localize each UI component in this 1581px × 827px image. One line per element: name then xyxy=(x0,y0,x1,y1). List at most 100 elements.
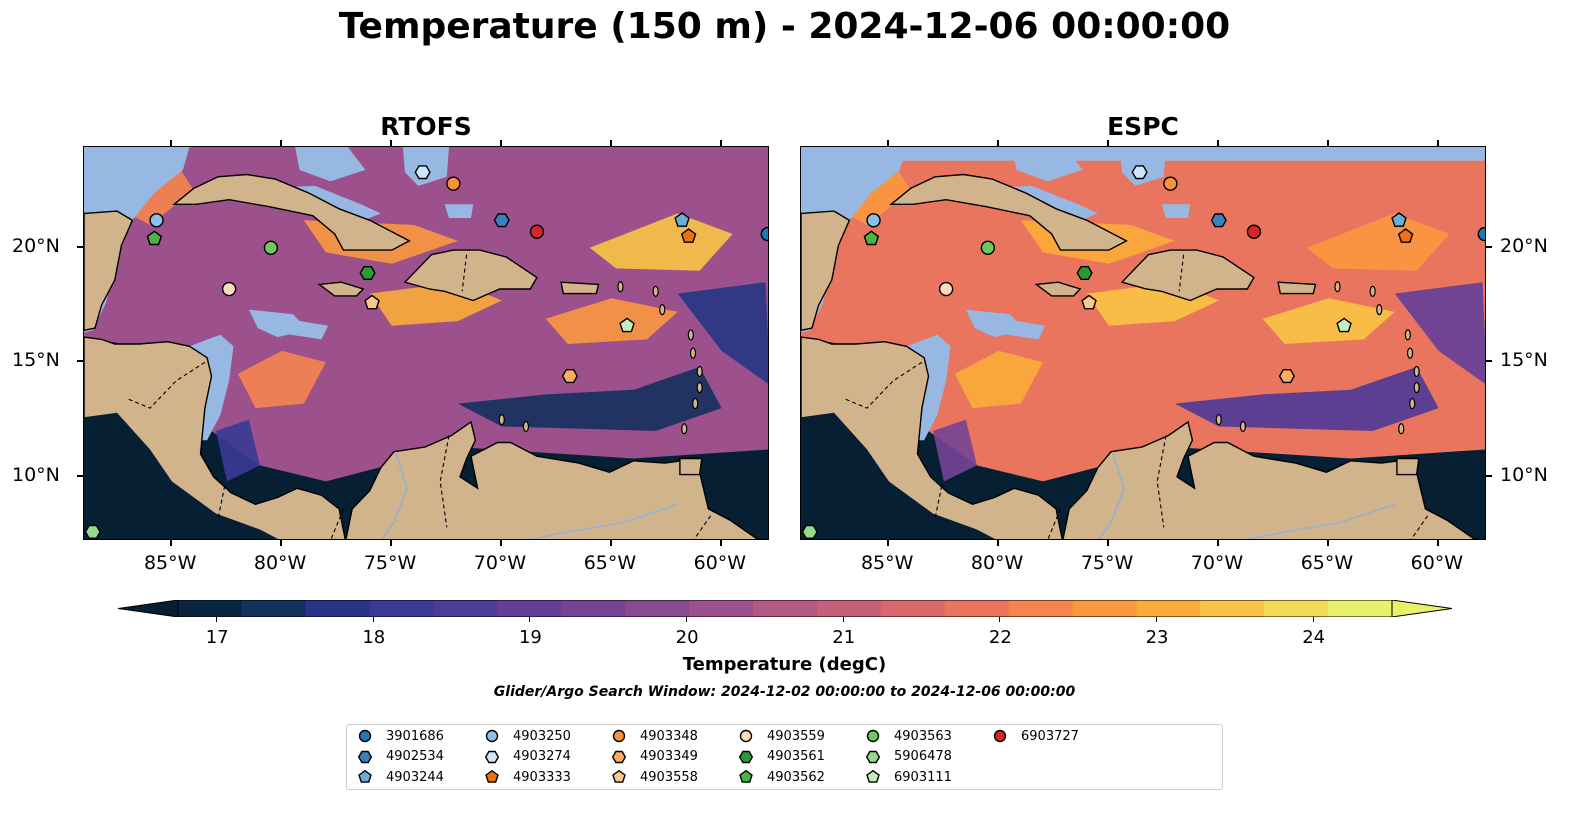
island xyxy=(617,281,624,293)
cool-anomaly xyxy=(215,419,260,482)
shallow-shelf xyxy=(906,334,951,441)
lon-label: 60°W xyxy=(1410,552,1464,574)
legend-marker-circle-icon xyxy=(739,729,753,743)
legend-item: 4903250 xyxy=(484,727,571,745)
land-yucatan xyxy=(801,210,851,332)
colorbar-tick-label: 22 xyxy=(988,627,1012,648)
legend-label: 4903558 xyxy=(640,769,698,785)
country-border xyxy=(330,508,344,539)
lon-tick xyxy=(719,540,722,546)
river xyxy=(1246,503,1395,539)
lon-label: 65°W xyxy=(1300,552,1354,574)
float-marker-4903250 xyxy=(149,213,164,228)
colorbar-bin xyxy=(178,600,243,617)
legend-item: 4903333 xyxy=(484,768,571,786)
cool-anomaly xyxy=(457,366,722,431)
island xyxy=(1398,423,1405,435)
rtofs-map xyxy=(83,146,769,540)
legend-label: 4903559 xyxy=(767,728,825,744)
colorbar-extend-high xyxy=(1391,600,1452,617)
float-marker-6903111 xyxy=(619,317,635,333)
lat-tick xyxy=(1486,360,1492,363)
lon-tick xyxy=(886,140,889,146)
float-marker-4903562 xyxy=(863,230,880,246)
country-border xyxy=(217,485,226,519)
colorbar-tick xyxy=(686,617,688,622)
float-marker-4902534 xyxy=(493,213,510,228)
legend-item: 6903727 xyxy=(992,727,1079,745)
legend-label: 4903563 xyxy=(894,728,952,744)
country-border xyxy=(1410,515,1429,539)
colorbar-tick xyxy=(999,617,1001,622)
lon-tick xyxy=(1106,140,1109,146)
float-marker-4903563 xyxy=(263,240,279,255)
island xyxy=(1404,329,1411,341)
lon-tick xyxy=(609,540,612,546)
country-border xyxy=(1156,435,1167,528)
lon-tick xyxy=(719,140,722,146)
island xyxy=(1406,347,1414,359)
country-border xyxy=(461,254,468,292)
land-jamaica xyxy=(317,281,365,297)
legend-label: 4902534 xyxy=(386,749,444,764)
legend-marker-hexagon-icon xyxy=(357,750,373,763)
espc-mask-band xyxy=(801,147,1485,161)
land-southAmerica xyxy=(1062,420,1480,539)
land-jamaica xyxy=(1034,281,1082,297)
colorbar-bin xyxy=(625,600,690,617)
float-marker-4903562 xyxy=(146,230,163,246)
lat-tick xyxy=(77,360,83,363)
legend-marker-hexagon-icon xyxy=(484,750,500,763)
legend-marker-hexagon-icon xyxy=(865,750,881,763)
colorbar-bin xyxy=(1072,600,1137,617)
lon-tick xyxy=(1326,540,1329,546)
island xyxy=(652,285,659,297)
colorbar-bin xyxy=(880,600,946,617)
legend-item: 4903349 xyxy=(611,748,698,766)
island xyxy=(1409,397,1416,410)
legend-label: 3901686 xyxy=(386,728,444,744)
country-border xyxy=(127,361,206,409)
country-border xyxy=(1047,508,1061,539)
island xyxy=(498,413,505,426)
land-puertoRico xyxy=(1277,281,1317,295)
warm-anomaly xyxy=(545,298,678,344)
float-marker-4903244 xyxy=(1391,212,1407,227)
shallow-shelf xyxy=(84,147,190,333)
land-southAmerica xyxy=(345,420,763,539)
legend-label: 4903333 xyxy=(513,769,571,785)
country-border xyxy=(844,361,923,409)
lon-tick xyxy=(169,140,172,146)
legend-label: 5906478 xyxy=(894,749,952,764)
island xyxy=(689,347,697,359)
colorbar-bin xyxy=(816,600,882,617)
legend-label: 4903561 xyxy=(767,749,825,764)
float-marker-4903244 xyxy=(674,212,690,227)
espc-map xyxy=(800,146,1486,540)
float-marker-5906478 xyxy=(84,524,101,539)
land-hispaniola xyxy=(1120,249,1255,302)
legend-item: 4903348 xyxy=(611,727,698,745)
island xyxy=(692,397,699,410)
lat-tick xyxy=(77,245,83,248)
lon-tick xyxy=(389,540,392,546)
lon-tick xyxy=(1216,540,1219,546)
figure-title: Temperature (150 m) - 2024-12-06 00:00:0… xyxy=(338,6,1231,47)
lon-tick xyxy=(1216,140,1219,146)
shallow-shelf xyxy=(1003,318,1046,340)
colorbar-tick xyxy=(372,617,374,622)
lat-tick xyxy=(1486,245,1492,248)
legend-label: 4903562 xyxy=(767,769,825,785)
lon-label: 80°W xyxy=(253,552,307,574)
land-yucatan xyxy=(84,210,134,332)
land-hispaniola xyxy=(403,249,538,302)
legend-marker-pentagon-icon xyxy=(358,769,372,783)
lon-label: 75°W xyxy=(1080,552,1134,574)
colorbar-bin xyxy=(1200,600,1265,617)
legend-marker-hexagon-icon xyxy=(738,750,754,763)
lon-tick xyxy=(1436,540,1439,546)
legend-item: 4903558 xyxy=(611,768,698,786)
legend-item: 3901686 xyxy=(357,727,444,745)
float-marker-4903349 xyxy=(1278,368,1296,384)
warm-anomaly xyxy=(589,213,733,271)
